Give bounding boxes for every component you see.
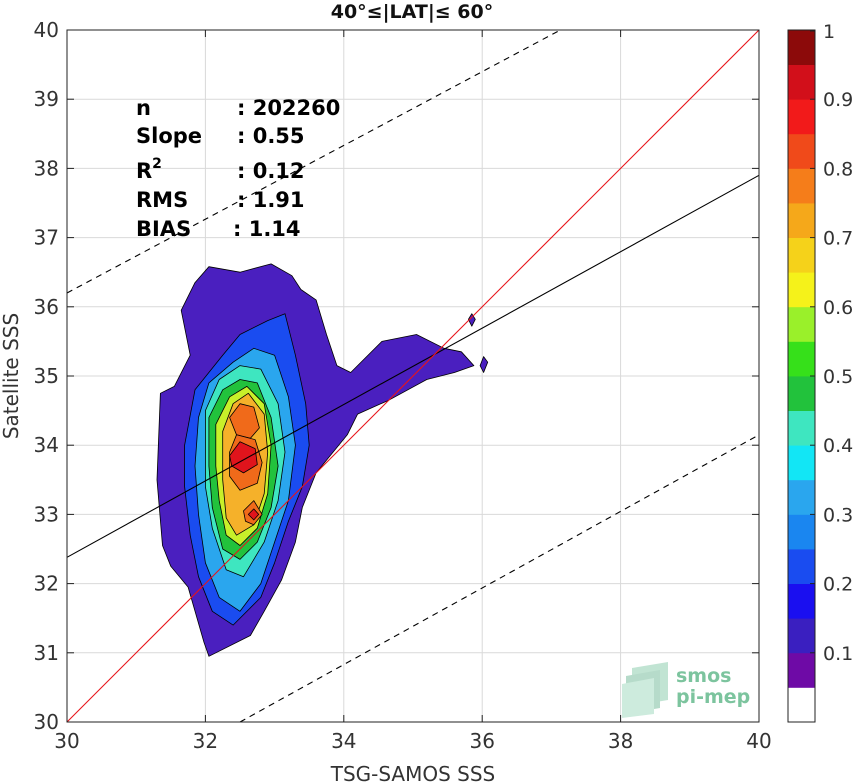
colorbar-tick-label: 0.5: [823, 366, 853, 388]
colorbar-segment: [788, 583, 815, 619]
y-tick-label: 31: [34, 641, 59, 665]
colorbar-segment: [788, 514, 815, 550]
colorbar-segment: [788, 341, 815, 377]
colorbar-segment: [788, 237, 815, 273]
x-axis-ticks: 30 32 34 36 38 40: [54, 30, 772, 753]
y-tick-label: 35: [34, 364, 59, 388]
smos-pi-mep-logo: smos pi-mep: [622, 662, 750, 718]
colorbar-segment: [788, 272, 815, 308]
x-tick-label: 40: [746, 729, 771, 753]
colorbar-segment: [788, 445, 815, 481]
logo-text-line1: smos: [676, 665, 731, 687]
regression-lines: [66, 29, 760, 723]
x-tick-label: 32: [193, 729, 218, 753]
stat-value: : 0.12: [237, 159, 305, 183]
upper-bound-dashed-line: [66, 29, 561, 294]
y-tick-label: 36: [34, 295, 59, 319]
y-tick-label: 33: [34, 502, 59, 526]
x-tick-label: 30: [54, 729, 79, 753]
stat-value: : 202260: [237, 96, 340, 120]
colorbar-tick-label: 1: [823, 21, 835, 43]
colorbar-segment: [788, 479, 815, 515]
colorbar-segment: [788, 133, 815, 169]
contour-level-0_05: [467, 313, 476, 327]
colorbar-tick-label: 0.9: [823, 89, 853, 111]
stat-value: : 1.91: [237, 188, 305, 212]
colorbar: 1 0.9 0.8 0.7 0.6 0.5 0.4 0.3 0.2 0.1: [787, 21, 853, 723]
regression-fit-line: [66, 174, 760, 558]
y-tick-label: 39: [34, 87, 59, 111]
y-tick-label: 40: [34, 18, 59, 42]
colorbar-tick-label: 0.3: [823, 504, 853, 526]
logo-graphic: [622, 662, 668, 718]
colorbar-segment: [788, 30, 815, 65]
identity-line: [66, 29, 760, 723]
colorbar-segment: [788, 203, 815, 238]
y-tick-label: 32: [34, 572, 59, 596]
logo-text-line2: pi-mep: [676, 686, 750, 708]
colorbar-segment: [788, 687, 815, 723]
colorbar-tick-label: 0.1: [823, 643, 853, 665]
y-tick-label: 38: [34, 156, 59, 180]
colorbar-segment: [788, 410, 815, 446]
stat-label-superscript: 2: [152, 156, 162, 172]
y-axis-label: Satellite SSS: [0, 313, 23, 439]
colorbar-segment: [788, 549, 815, 584]
contour-level-0_85: [247, 508, 260, 521]
contour-plot: [156, 263, 489, 657]
stats-box: n : 202260 Slope : 0.55 R2 : 0.12 RMS : 1.91 BIA…: [136, 96, 340, 241]
x-tick-label: 34: [331, 729, 356, 753]
stat-label: Slope: [136, 124, 202, 148]
x-tick-label: 36: [469, 729, 494, 753]
colorbar-segment: [788, 376, 815, 411]
y-tick-label: 34: [34, 433, 59, 457]
stat-label: n: [136, 96, 151, 120]
colorbar-tick-label: 0.2: [823, 574, 853, 596]
x-axis-label: TSG-SAMOS SSS: [330, 762, 496, 784]
stat-value: : 1.14: [233, 217, 301, 241]
x-tick-label: 38: [608, 729, 633, 753]
stat-label: BIAS: [136, 217, 191, 241]
colorbar-tick-label: 0.8: [823, 158, 853, 180]
colorbar-segment: [788, 99, 815, 135]
chart-title: 40°≤|LAT|≤ 60°: [331, 1, 494, 23]
colorbar-tick-label: 0.6: [823, 297, 853, 319]
colorbar-tick-label: 0.4: [823, 435, 853, 457]
colorbar-segment: [788, 618, 815, 654]
contour-level-0_05: [479, 356, 489, 373]
colorbar-segment: [788, 306, 815, 342]
colorbar-segment: [788, 64, 815, 100]
stat-label: R2: [136, 156, 162, 183]
stat-label: RMS: [136, 188, 188, 212]
stat-value: : 0.55: [237, 124, 305, 148]
y-tick-label: 30: [34, 710, 59, 734]
colorbar-tick-label: 0.7: [823, 228, 853, 250]
colorbar-segment: [788, 168, 815, 204]
y-tick-label: 37: [34, 226, 59, 250]
colorbar-segment: [788, 652, 815, 688]
y-axis-ticks: 30 31 32 33 34 35 36 37 38 39 40: [34, 18, 759, 734]
